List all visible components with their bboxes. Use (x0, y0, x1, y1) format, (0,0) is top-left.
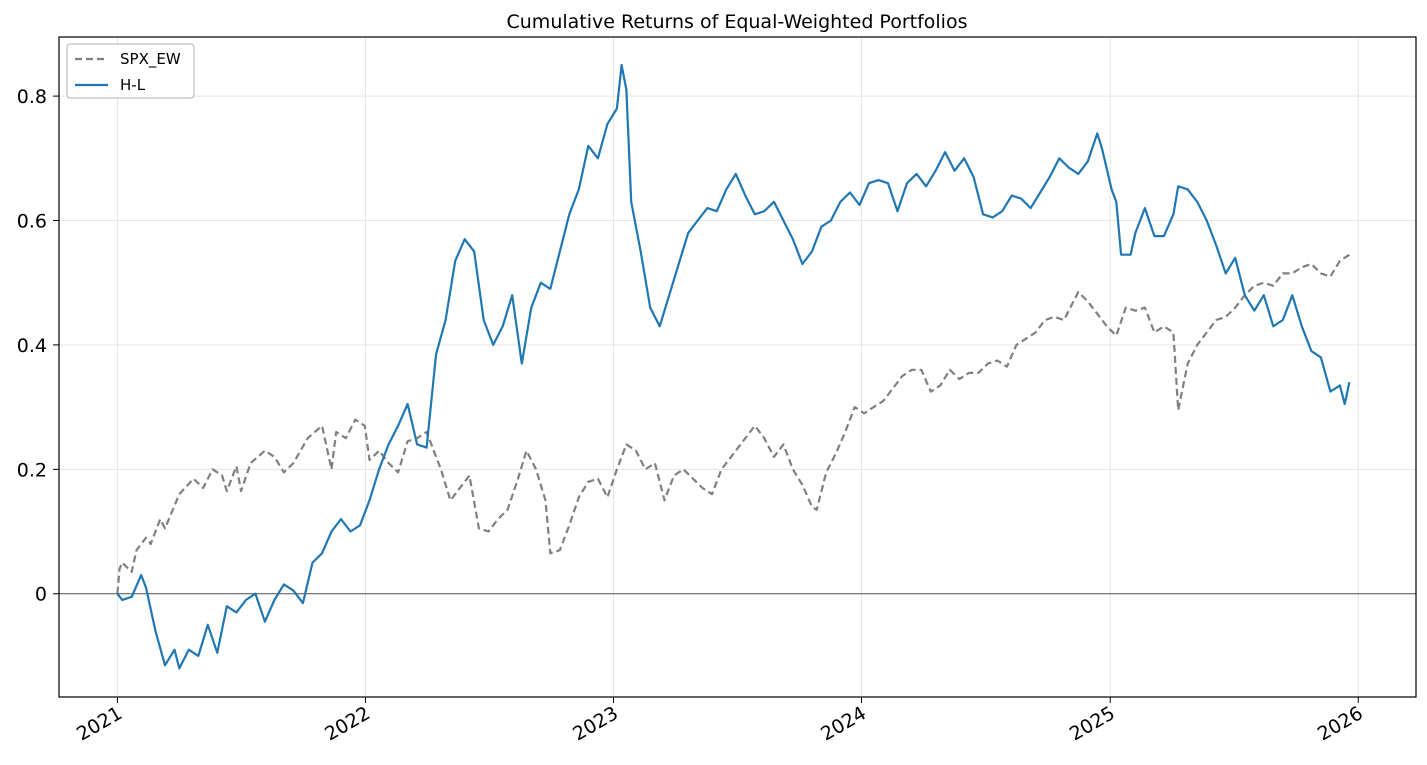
y-tick-label: 0.6 (17, 211, 47, 233)
legend: SPX_EW H-L (66, 43, 195, 99)
y-tick-label: 0 (35, 584, 47, 606)
y-tick-label: 0.4 (17, 335, 47, 357)
y-axis: 0 0.2 0.4 0.6 0.8 (17, 86, 59, 606)
chart-title: Cumulative Returns of Equal-Weighted Por… (507, 11, 968, 33)
grid-lines (59, 37, 1416, 697)
legend-label: H-L (120, 76, 146, 94)
y-tick-label: 0.8 (17, 86, 47, 108)
y-tick-label: 0.2 (17, 459, 47, 481)
series-line-spx-ew (116, 253, 1351, 594)
series-layer (116, 63, 1351, 670)
legend-label: SPX_EW (120, 50, 181, 69)
plot-frame (58, 36, 1417, 698)
series-line-h-l (116, 63, 1351, 670)
